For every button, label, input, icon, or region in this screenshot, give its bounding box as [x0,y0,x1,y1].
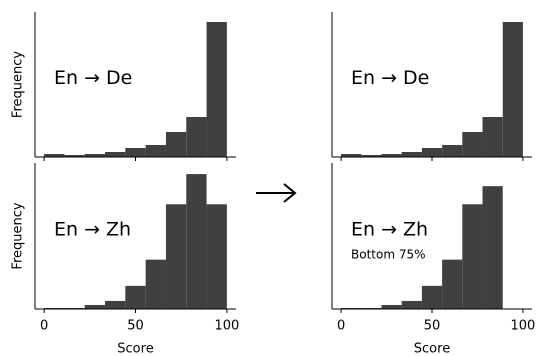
bar [381,304,402,309]
x-axis-label: Score [414,342,450,356]
bar [44,307,65,309]
y-axis-label: Frequency [11,51,26,118]
bar [125,148,146,157]
bar [482,186,503,309]
bar [64,155,85,157]
bar [186,117,207,157]
bar [421,148,443,157]
bar [442,145,463,157]
bar [165,132,187,157]
annotation: En → Zh [54,219,131,241]
bar [502,22,523,157]
bar [84,304,106,309]
bar [361,155,382,157]
bar [64,307,85,309]
bar [206,204,227,309]
annotation: En → De [351,67,429,89]
bar [381,154,402,157]
x-tick-label: 100 [214,319,239,334]
bar [186,174,207,309]
arrow [256,183,297,203]
bar [442,259,463,309]
bar [206,22,227,157]
x-tick-label: 50 [127,319,144,334]
bar [105,300,126,309]
bar [125,285,146,309]
y-axis-label: Frequency [11,202,26,269]
x-tick-label: 50 [424,319,441,334]
x-tick-label: 100 [510,319,535,334]
x-tick-label: 0 [40,319,48,334]
bar [105,152,126,157]
x-tick-label: 0 [337,319,345,334]
bar [482,117,503,157]
bar [145,145,166,157]
bar [145,259,166,309]
annotation: En → De [54,67,132,89]
x-axis-label: Score [117,342,153,356]
bar [401,300,422,309]
bar [341,154,362,157]
bar [401,152,422,157]
bar [421,285,443,309]
bar [84,154,106,157]
bar [165,204,187,309]
bar [44,154,65,157]
bar [361,307,382,309]
bar [341,307,362,309]
bar [462,132,483,157]
bar [462,204,483,309]
annotation: En → Zh [351,219,428,241]
annotation: Bottom 75% [351,248,426,262]
